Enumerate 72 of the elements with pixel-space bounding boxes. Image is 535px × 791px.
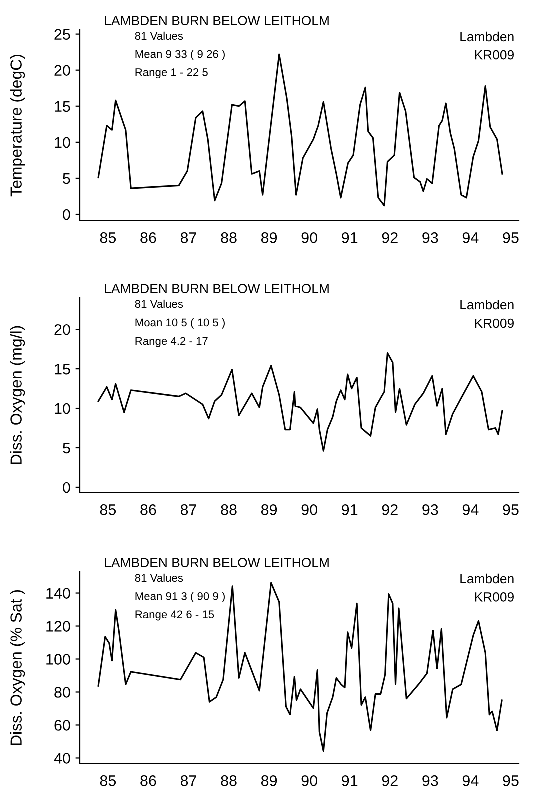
x-tick-label: 93 bbox=[422, 232, 438, 244]
chart-title: LAMBDEN BURN BELOW LEITHOLM bbox=[105, 558, 329, 568]
x-tick-label: 86 bbox=[140, 232, 156, 244]
y-axis-title: Diss. Oxygen (% Sat ) bbox=[10, 590, 26, 746]
y-tick-label: 0 bbox=[63, 482, 70, 494]
annotation: KR009 bbox=[475, 592, 514, 602]
x-tick-label: 86 bbox=[140, 776, 156, 786]
chart-title: LAMBDEN BURN BELOW LEITHOLM bbox=[105, 284, 329, 294]
y-axis-title: Diss. Oxygen (mg/l) bbox=[10, 326, 26, 464]
x-tick-label: 88 bbox=[221, 504, 237, 516]
annotation: Moan 10 5 ( 10 5 ) bbox=[136, 318, 225, 329]
x-tick-label: 92 bbox=[382, 504, 398, 516]
annotation: 81 Values bbox=[135, 574, 184, 582]
annotation: Range 4.2 - 17 bbox=[136, 337, 208, 348]
annotation: Range 42 6 - 15 bbox=[136, 610, 214, 621]
x-tick-label: 94 bbox=[462, 504, 479, 516]
y-tick-label: 5 bbox=[63, 174, 70, 184]
x-tick-label: 92 bbox=[382, 776, 398, 786]
y-tick-label: 20 bbox=[54, 324, 70, 336]
annotation: Mean 9 33 ( 9 26 ) bbox=[136, 50, 225, 60]
y-tick-label: 25 bbox=[54, 29, 70, 40]
line-series bbox=[98, 352, 504, 452]
annotation: 81 Values bbox=[135, 32, 184, 40]
y-tick-label: 10 bbox=[55, 137, 70, 148]
y-tick-label: 100 bbox=[46, 654, 70, 665]
x-tick-label: 87 bbox=[180, 504, 196, 516]
x-tick-label: 95 bbox=[503, 232, 519, 244]
x-tick-label: 85 bbox=[100, 776, 116, 786]
x-tick-label: 91 bbox=[342, 776, 358, 786]
x-tick-label: 88 bbox=[221, 232, 237, 244]
x-tick-label: 86 bbox=[140, 504, 156, 516]
x-tick-label: 87 bbox=[180, 232, 196, 244]
x-tick-label: 90 bbox=[302, 232, 318, 244]
y-axis-title: Temperature (degC) bbox=[10, 55, 26, 197]
annotation: Mean 91 3 ( 90 9 ) bbox=[136, 592, 225, 603]
y-tick-label: 15 bbox=[55, 364, 70, 375]
x-tick-label: 85 bbox=[100, 232, 116, 244]
x-tick-label: 89 bbox=[261, 776, 278, 786]
y-tick-label: 60 bbox=[54, 720, 70, 731]
y-tick-label: 140 bbox=[46, 588, 70, 599]
y-tick-label: 0 bbox=[63, 209, 70, 220]
annotation: KR009 bbox=[475, 50, 514, 60]
x-tick-label: 90 bbox=[302, 776, 318, 786]
y-tick-label: 120 bbox=[46, 621, 70, 632]
x-tick-label: 93 bbox=[422, 776, 438, 786]
x-tick-label: 91 bbox=[342, 504, 358, 516]
y-tick-label: 10 bbox=[55, 403, 70, 414]
x-tick-label: 87 bbox=[180, 776, 196, 786]
x-tick-label: 91 bbox=[342, 232, 358, 244]
annotation: Lambden bbox=[460, 32, 514, 42]
x-tick-label: 94 bbox=[462, 776, 479, 786]
x-tick-label: 94 bbox=[462, 232, 479, 244]
y-tick-label: 15 bbox=[55, 101, 70, 112]
annotation: Lambden bbox=[460, 574, 514, 584]
y-tick-label: 20 bbox=[54, 65, 70, 76]
y-tick-label: 80 bbox=[54, 687, 70, 698]
annotation: Range 1 - 22 5 bbox=[136, 68, 208, 79]
y-tick-label: 40 bbox=[54, 753, 70, 764]
annotation: Lambden bbox=[460, 300, 514, 310]
x-tick-label: 95 bbox=[503, 776, 519, 786]
y-tick-label: 5 bbox=[63, 443, 70, 454]
x-tick-label: 92 bbox=[382, 232, 398, 244]
x-tick-label: 88 bbox=[221, 776, 237, 786]
x-tick-label: 89 bbox=[261, 232, 278, 244]
x-tick-label: 90 bbox=[302, 504, 318, 516]
x-tick-label: 95 bbox=[503, 504, 519, 516]
x-tick-label: 89 bbox=[261, 504, 278, 516]
annotation: KR009 bbox=[475, 318, 514, 328]
annotation: 81 Values bbox=[135, 300, 184, 308]
x-tick-label: 85 bbox=[100, 504, 116, 516]
chart-title: LAMBDEN BURN BELOW LEITHOLM bbox=[105, 16, 329, 26]
x-tick-label: 93 bbox=[422, 504, 438, 516]
